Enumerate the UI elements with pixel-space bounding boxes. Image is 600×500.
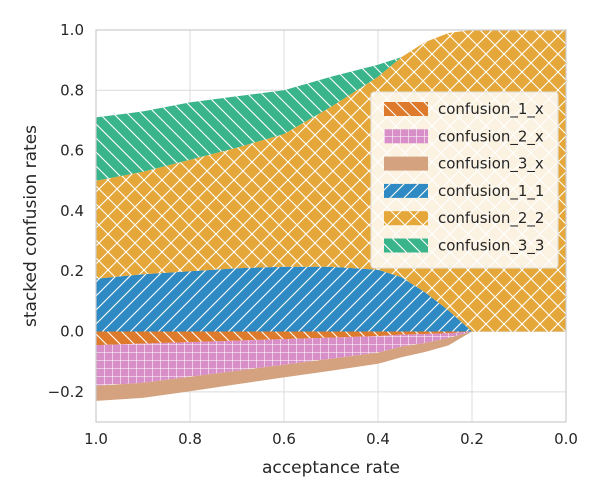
legend-swatch-confusion_2_x [384, 129, 428, 144]
area-confusion_3_3 [96, 30, 566, 181]
area-hatch-confusion_1_x [96, 331, 566, 346]
plot-frame [95, 29, 567, 423]
y-tick-label-4: 0.6 [60, 142, 84, 160]
x-tick-label-3: 0.4 [366, 430, 390, 448]
y-tick-label-3: 0.4 [60, 202, 84, 220]
legend-swatch-fill-confusion_3_x [384, 156, 428, 171]
area-hatch-confusion_2_x [96, 331, 566, 386]
legend-label-confusion_1_x: confusion_1_x [438, 100, 544, 119]
legend-label-confusion_3_3: confusion_3_3 [438, 237, 544, 256]
legend-label-confusion_3_x: confusion_3_x [438, 155, 544, 174]
x-tick-label-0: 1.0 [84, 430, 108, 448]
legend-swatch-hatch-confusion_1_x [384, 102, 428, 116]
area-confusion_1_1 [96, 266, 566, 332]
legend-swatch-hatch-confusion_2_2 [384, 211, 428, 226]
legend-swatch-confusion_3_x [384, 156, 428, 171]
x-tick-label-2: 0.6 [272, 430, 296, 448]
legend-label-confusion_1_1: confusion_1_1 [438, 182, 544, 201]
legend-swatch-hatch-confusion_3_3 [384, 238, 428, 253]
legend-swatch-confusion_3_3 [384, 238, 428, 253]
legend: confusion_1_x confusion_2_x confusion_3_xc… [370, 91, 559, 269]
x-tick-label-5: 0.0 [554, 430, 578, 448]
legend-swatch-confusion_2_2 [384, 211, 428, 226]
legend-swatch-confusion_1_1 [384, 183, 428, 198]
tick-labels: 1.0 0.8 0.6 0.4 0.2 0.0 −0.2 0.0 0.2 0.4 0.6 0.8 1.0 [48, 21, 578, 448]
y-tick-label-1: 0.0 [60, 323, 84, 341]
area-hatch-confusion_1_1 [96, 266, 566, 332]
legend-label-confusion_2_x: confusion_2_x [438, 127, 544, 146]
legend-swatch-hatch-confusion_2_x [384, 129, 428, 144]
y-axis-label: stacked confusion rates [21, 125, 41, 327]
area-confusion_1_x [96, 331, 566, 346]
y-tick-label-0: −0.2 [48, 383, 84, 401]
legend-label-confusion_2_2: confusion_2_2 [438, 209, 544, 228]
y-tick-label-2: 0.2 [60, 262, 84, 280]
y-tick-label-6: 1.0 [60, 21, 84, 39]
area-fill-confusion_3_x [96, 331, 566, 401]
y-tick-label-5: 0.8 [60, 81, 84, 99]
area-confusion_3_x [96, 331, 566, 401]
legend-swatch-confusion_1_x [384, 102, 428, 116]
area-confusion_2_x [96, 331, 566, 386]
x-axis-label: acceptance rate [262, 458, 400, 478]
legend-swatch-hatch-confusion_1_1 [384, 183, 428, 198]
area-hatch-confusion_3_3 [96, 30, 566, 181]
x-tick-label-4: 0.2 [460, 430, 484, 448]
x-tick-label-1: 0.8 [178, 430, 202, 448]
